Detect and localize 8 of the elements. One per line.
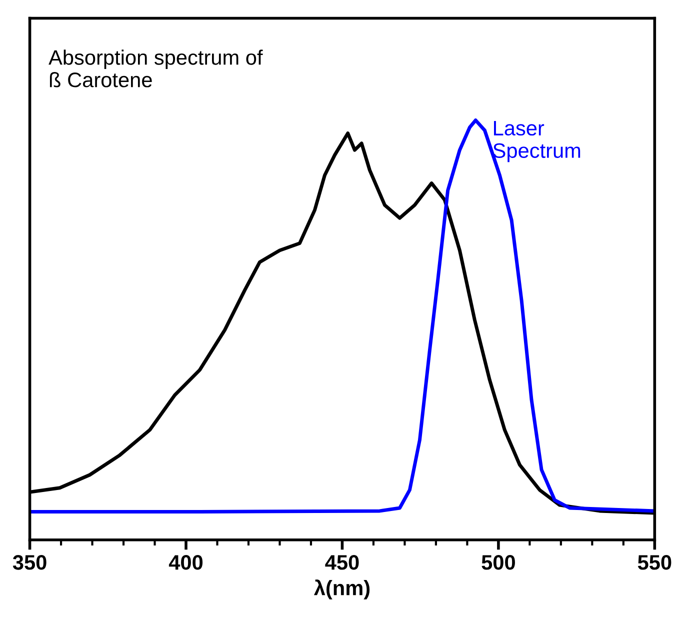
- x-tick-label: 350: [12, 555, 46, 570]
- x-tick-label: 400: [168, 555, 203, 570]
- x-tick-label: 500: [482, 555, 515, 570]
- x-tick-label: 450: [325, 555, 359, 570]
- x-tick-label: 550: [638, 555, 672, 570]
- series-label: Laser Spectrum: [493, 121, 580, 162]
- text: Absorption spectrum of ß Carotene: [48, 50, 263, 88]
- x-axis-title: λ(nm): [314, 579, 370, 600]
